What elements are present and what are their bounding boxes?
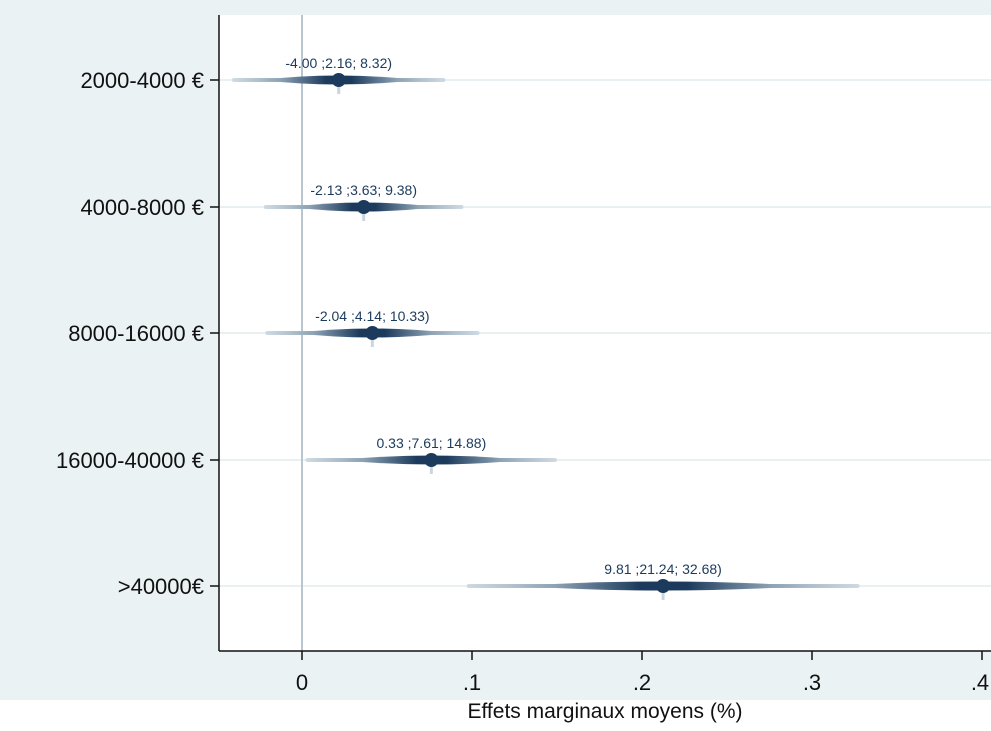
estimate-marker xyxy=(356,200,371,214)
x-tick-label: .1 xyxy=(463,670,481,695)
data-label: -2.04 ;4.14; 10.33) xyxy=(315,308,429,324)
x-ticks: 0 .1 .2 .3 .4 xyxy=(296,651,989,695)
data-label: 9.81 ;21.24; 32.68) xyxy=(604,561,722,577)
data-label: -4.00 ;2.16; 8.32) xyxy=(285,55,392,71)
x-tick-label: .4 xyxy=(971,670,989,695)
x-tick-label: 0 xyxy=(296,670,308,695)
data-label: 0.33 ;7.61; 14.88) xyxy=(376,435,486,451)
x-tick-label: .3 xyxy=(803,670,821,695)
y-tick-label: 4000-8000 € xyxy=(80,195,204,220)
estimate-marker xyxy=(656,579,671,593)
data-labels: -4.00 ;2.16; 8.32) -2.13 ;3.63; 9.38) -2.0… xyxy=(285,55,721,577)
data-label: -2.13 ;3.63; 9.38) xyxy=(310,182,417,198)
y-tick-label: 2000-4000 € xyxy=(80,68,204,93)
y-tick-label: >40000€ xyxy=(118,574,204,599)
x-axis-title: Effets marginaux moyens (%) xyxy=(467,700,742,723)
y-tick-label: 8000-16000 € xyxy=(68,321,204,346)
estimate-marker xyxy=(331,73,346,87)
estimate-marker xyxy=(424,453,439,467)
y-ticks: 2000-4000 € 4000-8000 € 8000-16000 € 16000-… xyxy=(56,68,219,599)
x-tick-label: .2 xyxy=(633,670,651,695)
point-estimates xyxy=(331,73,671,593)
y-tick-label: 16000-40000 € xyxy=(56,448,204,473)
estimate-marker xyxy=(365,326,380,340)
